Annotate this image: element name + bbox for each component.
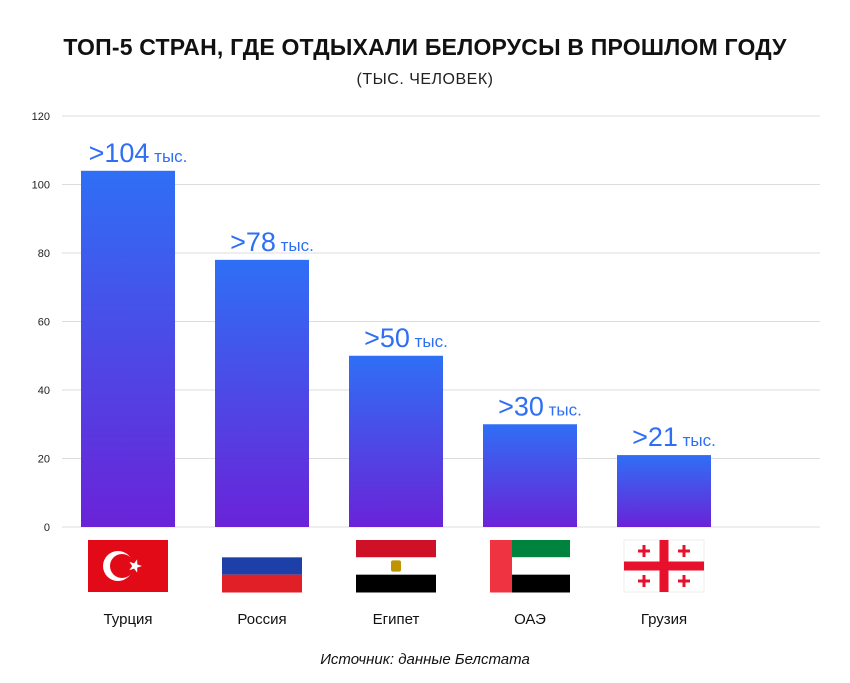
category-label: Грузия [641,611,687,628]
y-tick-label: 40 [38,385,50,397]
data-label: >50 тыс. [364,323,448,353]
bar-1 [215,259,309,527]
y-tick-label: 100 [32,180,50,192]
y-tick-label: 20 [38,454,50,466]
y-tick-label: 60 [38,317,50,329]
data-label: >104 тыс. [89,138,188,168]
bar-3 [483,424,577,527]
category-label: Египет [373,611,420,628]
bar-0 [81,170,175,528]
category-label: Россия [237,611,286,628]
data-label: >78 тыс. [230,227,314,257]
y-tick-label: 120 [32,111,50,123]
data-labels: >104 тыс. >78 тыс. >50 тыс. >30 тыс. >21 тыс… [89,138,716,452]
russia-flag-icon [222,540,302,593]
y-tick-label: 80 [38,248,50,260]
x-axis-labels: Турция Россия Египет ОАЭ Грузия [103,611,687,628]
data-label: >30 тыс. [498,391,582,421]
chart-subtitle: (ТЫС. ЧЕЛОВЕК) [356,71,494,88]
bars [81,170,711,528]
y-tick-label: 0 [44,522,50,534]
georgia-flag-icon [623,539,705,593]
category-label: Турция [103,611,152,628]
egypt-flag-icon [356,540,436,593]
turkey-flag-icon [88,540,168,592]
category-label: ОАЭ [514,611,546,628]
flags [88,539,705,593]
bar-2 [349,355,443,527]
chart-title: ТОП-5 СТРАН, ГДЕ ОТДЫХАЛИ БЕЛОРУСЫ В ПРО… [63,34,787,60]
y-axis-ticks: 0 20 40 60 80 100 120 [32,111,50,534]
bar-4 [617,455,711,527]
data-label: >21 тыс. [632,422,716,452]
source-note: Источник: данные Белстата [320,651,530,668]
uae-flag-icon [490,540,570,593]
